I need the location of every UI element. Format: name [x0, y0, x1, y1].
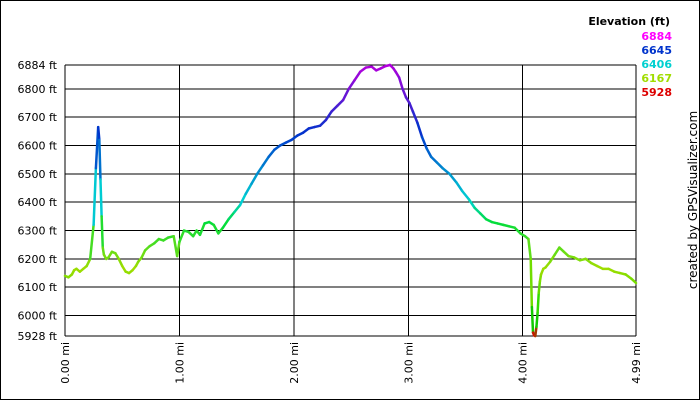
elevation-segment — [255, 164, 265, 176]
x-tick-label: 2.00 mi — [288, 342, 301, 384]
y-axis-ticks: 5928 ft 6000 ft 6100 ft 6200 ft 6300 ft 6400 … — [18, 59, 58, 343]
legend-title: Elevation (ft) — [588, 15, 670, 28]
x-tick-label: 1.00 mi — [173, 342, 186, 384]
elevation-segment — [425, 147, 433, 159]
x-axis-ticks: 0.00 mi 1.00 mi 2.00 mi 3.00 mi 4.00 mi 4.99 … — [59, 342, 643, 384]
y-tick-label: 6800 ft — [18, 83, 58, 96]
y-tick-label: 6700 ft — [18, 111, 58, 124]
legend-value: 6645 — [641, 44, 672, 57]
elevation-segment — [553, 246, 561, 256]
elevation-segment — [527, 237, 532, 261]
elevation-segment — [117, 257, 124, 268]
elevation-segment — [175, 240, 181, 258]
elevation-segment — [92, 166, 98, 227]
elevation-segment — [244, 182, 253, 195]
x-tick-label: 4.99 mi — [630, 342, 643, 384]
elevation-segment — [411, 110, 419, 125]
elevation-segment — [535, 311, 539, 329]
elevation-segment — [513, 226, 522, 235]
elevation-segment — [324, 110, 333, 122]
elevation-segment — [530, 305, 535, 334]
elevation-series — [63, 63, 638, 338]
elevation-segment — [416, 121, 424, 139]
elevation-segment — [140, 249, 147, 259]
elevation-segment — [341, 87, 351, 102]
elevation-segment — [88, 223, 95, 261]
elevation-segment — [548, 253, 557, 263]
elevation-segment — [473, 206, 482, 215]
y-tick-label: 6500 ft — [18, 168, 58, 181]
y-tick-label: 5928 ft — [18, 330, 58, 343]
elevation-segment — [261, 155, 270, 167]
elevation-segment — [448, 172, 458, 184]
legend-value: 6884 — [641, 30, 672, 43]
elevation-segment — [420, 135, 428, 150]
elevation-segment — [529, 257, 534, 309]
elevation-segment — [537, 280, 542, 295]
legend-value: 6167 — [641, 72, 672, 85]
elevation-segment — [96, 125, 101, 142]
elevation-segment — [100, 215, 105, 249]
elevation-segment — [212, 223, 220, 235]
x-tick-label: 4.00 mi — [517, 342, 530, 384]
elevation-segment — [336, 98, 345, 108]
y-tick-label: 6200 ft — [18, 253, 58, 266]
y-tick-label: 6884 ft — [18, 59, 58, 72]
elevation-segment — [238, 192, 248, 207]
y-tick-label: 6600 ft — [18, 140, 58, 153]
elevation-segment — [178, 229, 186, 244]
x-tick-label: 3.00 mi — [402, 342, 415, 384]
grid-lines — [64, 64, 637, 337]
x-tick-label: 0.00 mi — [59, 342, 72, 384]
y-tick-label: 6300 ft — [18, 225, 58, 238]
y-tick-label: 6100 ft — [18, 281, 58, 294]
elevation-segment — [353, 70, 362, 82]
elevation-segment — [318, 118, 328, 127]
elevation-segment — [441, 166, 451, 176]
elevation-segment — [460, 189, 471, 201]
elevation-segment — [467, 198, 476, 210]
elevation-segment — [397, 76, 404, 91]
legend-value: 6406 — [641, 58, 672, 71]
y-tick-label: 6400 ft — [18, 196, 58, 209]
elevation-segment — [435, 161, 444, 170]
elevation-segment — [408, 101, 415, 113]
legend-value: 5928 — [641, 86, 672, 99]
elevation-segment — [85, 257, 92, 268]
elevation-segment — [98, 138, 102, 181]
credit-text: created by GPSVisualizer.com — [686, 111, 700, 289]
elevation-segment — [347, 79, 356, 91]
elevation-segment — [401, 87, 408, 99]
elevation-segment — [479, 212, 488, 221]
elevation-segment — [198, 222, 206, 237]
elevation-segment — [250, 172, 259, 186]
y-tick-label: 6000 ft — [18, 310, 58, 323]
elevation-segment — [267, 148, 276, 159]
elevation-segment — [330, 104, 339, 113]
elevation-segment — [534, 325, 538, 338]
elevation-segment — [536, 291, 540, 315]
elevation-segment — [227, 210, 236, 221]
elevation-segment — [429, 155, 439, 164]
elevation-segment — [99, 178, 103, 218]
elevation-segment — [233, 203, 242, 214]
elevation-segment — [221, 217, 230, 229]
elevation-segment — [630, 277, 638, 285]
elevation-segment — [455, 181, 464, 193]
